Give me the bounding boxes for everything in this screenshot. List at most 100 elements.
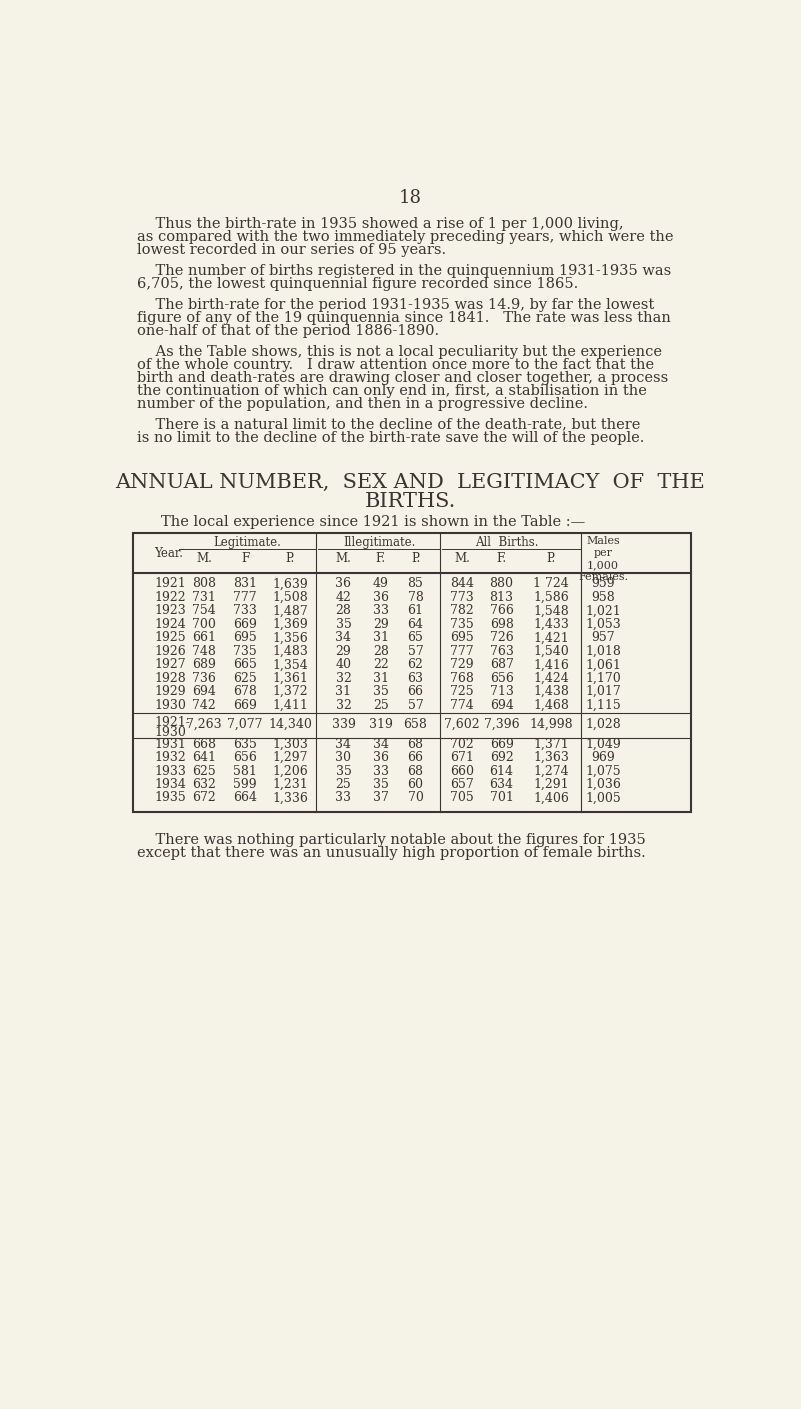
Text: 22: 22 <box>372 658 388 671</box>
Text: 66: 66 <box>408 685 424 699</box>
Text: 1,372: 1,372 <box>272 685 308 699</box>
Text: 1,049: 1,049 <box>586 737 621 751</box>
Text: except that there was an unusually high proportion of female births.: except that there was an unusually high … <box>137 847 646 861</box>
Text: 1,354: 1,354 <box>272 658 308 671</box>
Text: 65: 65 <box>408 631 424 644</box>
Text: F.: F. <box>497 552 507 565</box>
Text: one-half of that of the period 1886-1890.: one-half of that of the period 1886-1890… <box>137 324 440 338</box>
Text: 736: 736 <box>192 672 216 685</box>
Text: 29: 29 <box>372 617 388 631</box>
Text: 31: 31 <box>372 672 388 685</box>
Text: 7,396: 7,396 <box>484 719 519 731</box>
Text: 844: 844 <box>450 578 474 590</box>
Text: 808: 808 <box>192 578 216 590</box>
Text: 1,231: 1,231 <box>272 778 308 790</box>
Text: 729: 729 <box>450 658 474 671</box>
Text: 49: 49 <box>372 578 388 590</box>
Text: 698: 698 <box>489 617 513 631</box>
Text: 632: 632 <box>192 778 216 790</box>
Text: of the whole country.   I draw attention once more to the fact that the: of the whole country. I draw attention o… <box>137 358 654 372</box>
Text: 1,021: 1,021 <box>586 604 621 617</box>
Text: 339: 339 <box>332 719 356 731</box>
Text: F: F <box>241 552 249 565</box>
Text: 635: 635 <box>233 737 257 751</box>
Text: 581: 581 <box>233 765 257 778</box>
Text: 1,540: 1,540 <box>533 645 569 658</box>
Text: 1932: 1932 <box>155 751 186 764</box>
Text: 668: 668 <box>192 737 216 751</box>
Text: 731: 731 <box>192 590 216 604</box>
Text: P.: P. <box>546 552 556 565</box>
Text: 625: 625 <box>192 765 215 778</box>
Text: 68: 68 <box>408 765 424 778</box>
Text: 63: 63 <box>408 672 424 685</box>
Text: 671: 671 <box>450 751 474 764</box>
Text: 1,170: 1,170 <box>586 672 621 685</box>
Text: 763: 763 <box>489 645 513 658</box>
Text: 1,487: 1,487 <box>272 604 308 617</box>
Text: Males
per
1,000
Females.: Males per 1,000 Females. <box>578 537 628 582</box>
Text: 754: 754 <box>192 604 215 617</box>
Text: M.: M. <box>336 552 352 565</box>
Text: 1,406: 1,406 <box>533 792 570 805</box>
Text: Year.: Year. <box>155 547 183 561</box>
Text: 742: 742 <box>192 699 215 712</box>
Text: 61: 61 <box>408 604 424 617</box>
Text: 1,018: 1,018 <box>586 645 621 658</box>
Text: 1,411: 1,411 <box>272 699 308 712</box>
Text: 1,356: 1,356 <box>272 631 308 644</box>
Text: 31: 31 <box>372 631 388 644</box>
Text: 36: 36 <box>372 751 388 764</box>
Text: Legitimate.: Legitimate. <box>213 537 281 550</box>
Text: 880: 880 <box>489 578 513 590</box>
Text: 1,548: 1,548 <box>533 604 569 617</box>
Text: 766: 766 <box>489 604 513 617</box>
Text: There is a natural limit to the decline of the death-rate, but there: There is a natural limit to the decline … <box>137 418 641 431</box>
Text: 33: 33 <box>372 765 388 778</box>
Text: 7,263: 7,263 <box>186 719 222 731</box>
Text: 37: 37 <box>372 792 388 805</box>
Text: 1,053: 1,053 <box>586 617 621 631</box>
Text: Illegitimate.: Illegitimate. <box>344 537 416 550</box>
Text: 319: 319 <box>368 719 392 731</box>
Text: M.: M. <box>454 552 470 565</box>
Text: 64: 64 <box>408 617 424 631</box>
Text: 831: 831 <box>233 578 257 590</box>
Text: 692: 692 <box>489 751 513 764</box>
Text: 1,036: 1,036 <box>586 778 621 790</box>
Text: 1,115: 1,115 <box>586 699 621 712</box>
Text: 1930: 1930 <box>155 699 187 712</box>
Text: The local experience since 1921 is shown in the Table :—: The local experience since 1921 is shown… <box>160 514 585 528</box>
Text: 1921-: 1921- <box>155 716 191 728</box>
Text: 1,639: 1,639 <box>272 578 308 590</box>
Text: 959: 959 <box>591 578 615 590</box>
Text: 33: 33 <box>336 792 352 805</box>
Text: 748: 748 <box>192 645 216 658</box>
Text: 85: 85 <box>408 578 424 590</box>
Text: 1,421: 1,421 <box>533 631 569 644</box>
Text: 774: 774 <box>450 699 474 712</box>
Text: 957: 957 <box>591 631 615 644</box>
Text: 14,998: 14,998 <box>529 719 573 731</box>
Text: 1923: 1923 <box>155 604 186 617</box>
Text: 25: 25 <box>372 699 388 712</box>
Text: 1922: 1922 <box>155 590 186 604</box>
Text: 36: 36 <box>372 590 388 604</box>
Text: 1,017: 1,017 <box>586 685 621 699</box>
Text: 1926: 1926 <box>155 645 186 658</box>
Text: 777: 777 <box>450 645 474 658</box>
Text: 68: 68 <box>408 737 424 751</box>
Text: 700: 700 <box>192 617 216 631</box>
Text: 658: 658 <box>404 719 428 731</box>
Text: 1,433: 1,433 <box>533 617 570 631</box>
Text: 661: 661 <box>192 631 216 644</box>
Text: the continuation of which can only end in, first, a stabilisation in the: the continuation of which can only end i… <box>137 383 647 397</box>
Text: Thus the birth-rate in 1935 showed a rise of 1 per 1,000 living,: Thus the birth-rate in 1935 showed a ris… <box>137 217 624 231</box>
Text: 6,705, the lowest quinquennial figure recorded since 1865.: 6,705, the lowest quinquennial figure re… <box>137 278 578 290</box>
Text: lowest recorded in our series of 95 years.: lowest recorded in our series of 95 year… <box>137 242 446 256</box>
Bar <box>133 533 690 812</box>
Text: 1,363: 1,363 <box>533 751 570 764</box>
Text: 695: 695 <box>233 631 257 644</box>
Text: P.: P. <box>285 552 295 565</box>
Text: 35: 35 <box>372 685 388 699</box>
